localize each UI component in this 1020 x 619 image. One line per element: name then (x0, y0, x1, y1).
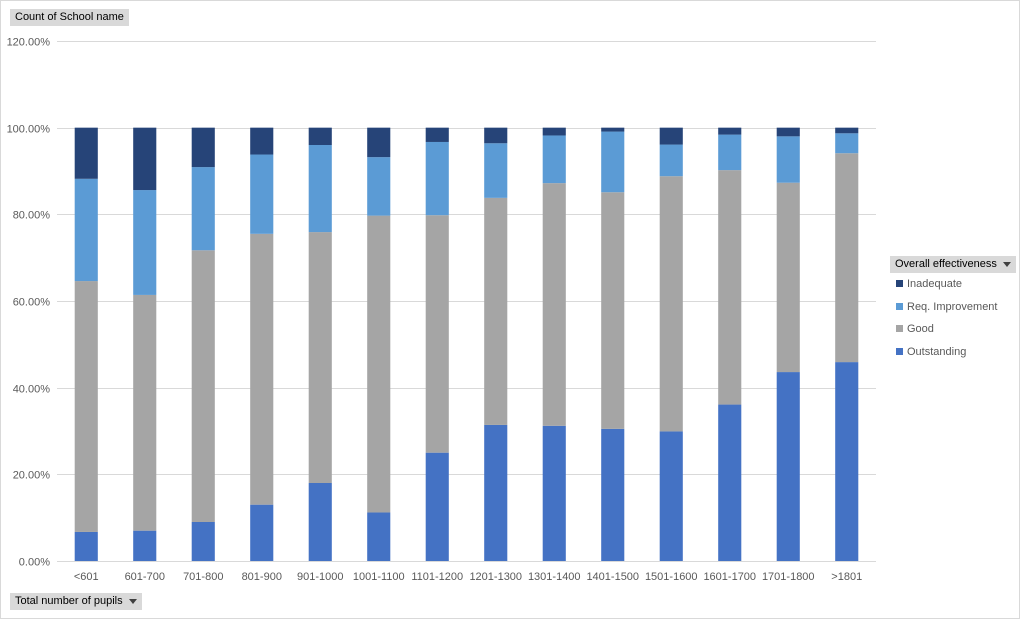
legend-item: Good (896, 323, 997, 346)
x-tick-label: 1301-1400 (528, 571, 581, 583)
bar-inadequate (250, 127, 274, 155)
x-tick-label: 1401-1500 (586, 571, 639, 583)
bar-inadequate (308, 127, 332, 145)
bar-good (601, 192, 625, 429)
legend-label: Inadequate (907, 278, 963, 290)
bar-outstanding (367, 512, 391, 561)
bar-req-improvement (542, 135, 566, 184)
bar-good (308, 232, 332, 483)
bar-req-improvement (776, 136, 800, 183)
x-tick-label: 1601-1700 (703, 571, 756, 583)
x-tick-label: <601 (74, 571, 99, 583)
y-tick-label: 60.00% (13, 297, 51, 309)
bar-good (367, 215, 391, 513)
bar-inadequate (659, 127, 683, 145)
axis-field-label: Total number of pupils (15, 595, 123, 607)
bar-outstanding (718, 404, 742, 561)
y-tick-label: 0.00% (19, 557, 50, 569)
bar-req-improvement (191, 167, 215, 251)
x-tick-label: 1101-1200 (411, 571, 463, 583)
bar-req-improvement (74, 178, 98, 282)
bar-outstanding (74, 531, 98, 561)
bar-inadequate (367, 127, 391, 158)
legend-swatch (896, 280, 903, 287)
bar-outstanding (601, 428, 625, 561)
bar-good (835, 153, 859, 363)
axis-field-button[interactable]: Total number of pupils (10, 593, 142, 610)
bar-good (425, 215, 449, 453)
bar-inadequate (776, 127, 800, 137)
x-tick-label: 1701-1800 (762, 571, 815, 583)
legend-swatch (896, 302, 903, 310)
bar-good (718, 170, 742, 405)
bar-outstanding (542, 425, 566, 561)
bar-outstanding (250, 504, 274, 561)
bar-good (250, 233, 274, 505)
bar-outstanding (191, 522, 215, 561)
y-tick-label: 20.00% (13, 470, 51, 482)
bar-inadequate (484, 127, 508, 144)
x-tick-label: 601-700 (125, 571, 165, 583)
bar-good (133, 294, 157, 531)
legend-swatch (896, 347, 903, 355)
legend-item: Req. Improvement (896, 301, 997, 324)
legend-label: Good (907, 323, 934, 335)
bar-good (776, 182, 800, 373)
bar-req-improvement (367, 157, 391, 216)
x-tick-label: 901-1000 (297, 571, 344, 583)
bar-req-improvement (308, 145, 332, 233)
x-tick-label: 1201-1300 (469, 571, 522, 583)
bar-outstanding (425, 452, 449, 561)
y-tick-label: 80.00% (13, 210, 51, 222)
bar-req-improvement (425, 141, 449, 216)
bar-good (74, 281, 98, 532)
y-tick-label: 100.00% (7, 124, 51, 136)
x-tick-label: 701-800 (183, 571, 223, 583)
legend-field-button[interactable]: Overall effectiveness (890, 256, 1016, 273)
dropdown-arrow-icon[interactable] (128, 598, 137, 604)
legend-item: Outstanding (896, 346, 997, 369)
values-field-label: Count of School name (15, 11, 124, 23)
bar-inadequate (601, 127, 625, 132)
bar-good (542, 183, 566, 426)
x-tick-label: 801-900 (242, 571, 282, 583)
bar-req-improvement (659, 144, 683, 177)
bar-inadequate (425, 127, 449, 142)
bar-req-improvement (484, 143, 508, 198)
legend-swatch (896, 325, 903, 332)
y-tick-label: 40.00% (13, 384, 51, 396)
bar-good (484, 197, 508, 425)
bar-req-improvement (133, 190, 157, 295)
x-tick-label: >1801 (831, 571, 862, 583)
x-tick-label: 1001-1100 (353, 571, 405, 583)
bar-inadequate (133, 127, 157, 191)
bar-good (191, 250, 215, 523)
bar-outstanding (308, 483, 332, 561)
bar-inadequate (74, 127, 98, 179)
y-tick-label: 120.00% (7, 37, 51, 49)
bar-req-improvement (718, 134, 742, 171)
bar-inadequate (191, 127, 215, 168)
legend-item: Inadequate (896, 278, 997, 301)
bar-good (659, 176, 683, 432)
bar-outstanding (835, 362, 859, 561)
bar-outstanding (659, 431, 683, 561)
legend-field-label: Overall effectiveness (895, 258, 997, 270)
bar-outstanding (133, 530, 157, 561)
dropdown-arrow-icon[interactable] (1002, 261, 1011, 267)
x-tick-label: 1501-1600 (645, 571, 698, 583)
bar-outstanding (776, 372, 800, 561)
bar-req-improvement (601, 131, 625, 193)
bar-req-improvement (835, 133, 859, 154)
bar-inadequate (718, 127, 742, 135)
bar-inadequate (542, 127, 566, 136)
bar-req-improvement (250, 154, 274, 234)
bar-inadequate (835, 127, 859, 134)
legend-label: Req. Improvement (907, 300, 998, 313)
bar-outstanding (484, 424, 508, 561)
chart-legend: Inadequate Req. Improvement Good Outstandin… (896, 278, 997, 368)
legend-label: Outstanding (907, 345, 967, 358)
values-field-button[interactable]: Count of School name (10, 9, 129, 26)
